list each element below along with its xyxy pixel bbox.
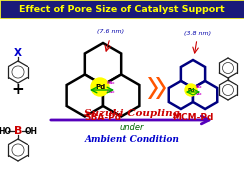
Text: MCM-Pd: MCM-Pd	[172, 114, 214, 122]
Polygon shape	[85, 43, 121, 85]
Polygon shape	[193, 81, 217, 109]
Text: SBA-Pd: SBA-Pd	[84, 114, 122, 122]
Text: Ambient Condition: Ambient Condition	[85, 135, 179, 143]
Text: OAc: OAc	[107, 90, 115, 94]
Polygon shape	[148, 77, 158, 99]
Text: OAc: OAc	[196, 92, 203, 96]
Text: Suzuki Coupling: Suzuki Coupling	[84, 108, 180, 118]
Circle shape	[185, 84, 197, 96]
Text: B: B	[14, 126, 22, 136]
Text: X: X	[14, 48, 22, 58]
Text: (3.8 nm): (3.8 nm)	[184, 30, 212, 36]
Polygon shape	[156, 77, 166, 99]
Text: Effect of Pore Size of Catalyst Support: Effect of Pore Size of Catalyst Support	[19, 5, 225, 13]
Text: (7.6 nm): (7.6 nm)	[97, 29, 125, 35]
Polygon shape	[67, 74, 103, 116]
Text: under: under	[120, 122, 144, 132]
Polygon shape	[169, 81, 193, 109]
Circle shape	[91, 78, 109, 96]
Text: OAc: OAc	[196, 85, 203, 89]
Text: OH: OH	[24, 126, 38, 136]
FancyBboxPatch shape	[0, 0, 244, 18]
Text: OAc: OAc	[107, 81, 115, 85]
Text: Pd: Pd	[187, 88, 194, 92]
Text: +: +	[12, 83, 24, 98]
Text: HO: HO	[0, 126, 11, 136]
Text: Pd: Pd	[95, 84, 105, 90]
FancyArrowPatch shape	[51, 116, 209, 124]
Polygon shape	[103, 74, 139, 116]
Polygon shape	[181, 60, 205, 88]
